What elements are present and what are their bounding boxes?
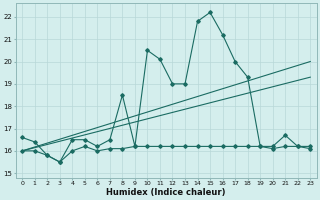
X-axis label: Humidex (Indice chaleur): Humidex (Indice chaleur) — [107, 188, 226, 197]
